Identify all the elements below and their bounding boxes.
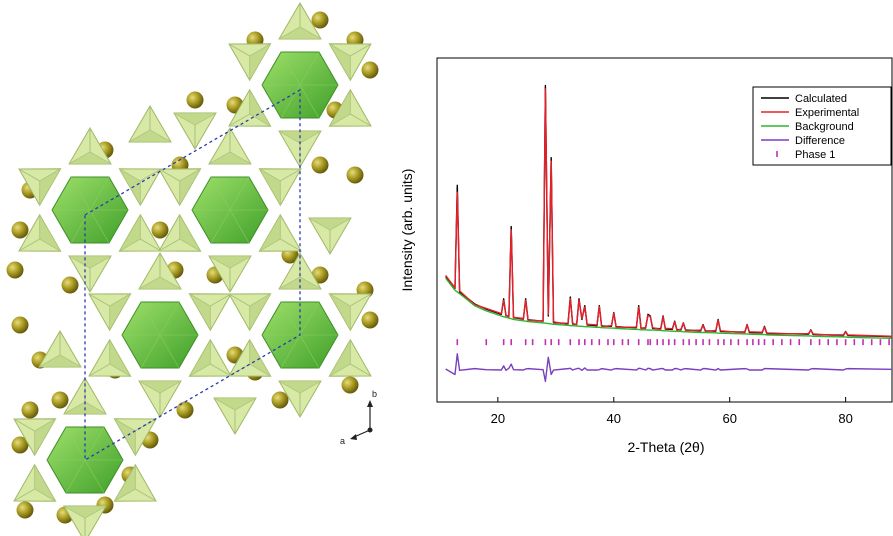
legend: Calculated Experimental Background Differen… [753, 87, 891, 165]
atom [312, 12, 329, 29]
x-tick-label: 40 [607, 411, 621, 426]
x-tick-label: 20 [491, 411, 505, 426]
origin [368, 428, 373, 433]
x-tick-label: 60 [722, 411, 736, 426]
atom [62, 277, 79, 294]
polyhedron [214, 398, 256, 434]
atom [187, 92, 204, 109]
axis-a [354, 430, 370, 437]
legend-label: Calculated [795, 93, 847, 105]
legend-label: Background [795, 121, 854, 133]
series-line [446, 354, 892, 382]
plot-frame [437, 58, 892, 402]
legend-box [753, 87, 891, 165]
atom [272, 392, 289, 409]
arrow [350, 434, 357, 440]
series-line [446, 86, 892, 337]
polyhedron [129, 106, 171, 142]
series-line [446, 278, 892, 338]
polyhedron [174, 113, 216, 149]
atom [12, 222, 29, 239]
legend-label: Difference [795, 135, 845, 147]
atom [12, 317, 29, 334]
atom [362, 312, 379, 329]
page: b a 2-Theta (2θ) Intensity (arb. units) … [0, 0, 893, 536]
atom [312, 157, 329, 174]
polyhedron [39, 331, 81, 367]
atom [7, 262, 24, 279]
series-line [446, 89, 892, 336]
axis-triad: b a [340, 389, 377, 446]
axis-label: a [340, 436, 345, 446]
arrow [367, 400, 373, 407]
x-tick-label: 80 [838, 411, 852, 426]
polyhedron [309, 218, 351, 254]
atom [362, 62, 379, 79]
atom [17, 502, 34, 519]
atom [347, 167, 364, 184]
atom [152, 222, 169, 239]
legend-label: Experimental [795, 107, 859, 119]
legend-label: Phase 1 [795, 149, 835, 161]
y-axis-label: Intensity (arb. units) [399, 169, 415, 292]
atom [52, 392, 69, 409]
atom [342, 377, 359, 394]
crystal-structure: b a [0, 0, 400, 536]
x-axis-label: 2-Theta (2θ) [627, 439, 704, 455]
polyhedron-cluster [8, 128, 171, 292]
axis-label: b [372, 389, 377, 399]
atom [22, 402, 39, 419]
atom [177, 402, 194, 419]
